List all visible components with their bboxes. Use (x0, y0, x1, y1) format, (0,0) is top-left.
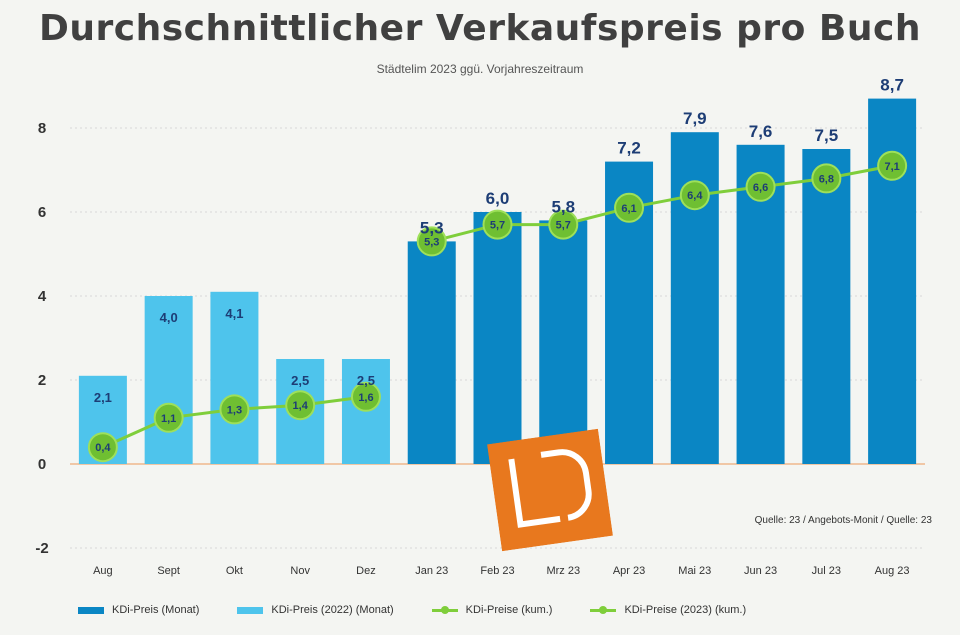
bar (473, 212, 522, 464)
bar (407, 241, 456, 464)
legend-line-swatch (590, 605, 617, 614)
x-tick-label: Jun 23 (744, 565, 777, 577)
line-point (416, 226, 447, 257)
line-point (350, 381, 381, 412)
legend-label: KDi-Preise (2023) (kum.) (624, 604, 747, 616)
legend-label: KDi-Preis (2022) (Monat) (271, 604, 394, 616)
bar-value-label: 7,6 (749, 122, 773, 141)
legend-item: KDi-Preis (2022) (Monat) (237, 604, 394, 616)
x-tick-label: Nov (290, 565, 310, 577)
bar-value-label: 6,0 (486, 189, 510, 208)
x-tick-label: Aug (93, 565, 113, 577)
point-value-label: 5,3 (424, 236, 439, 248)
line-point (87, 432, 118, 463)
bar-value-label: 2,5 (357, 373, 375, 388)
chart-legend: KDi-Preis (Monat) KDi-Preis (2022) (Monat… (78, 598, 938, 622)
line-point (811, 163, 842, 194)
bar-value-label: 2,1 (94, 390, 112, 405)
point-value-label: 1,6 (358, 392, 373, 404)
point-value-label: 5,7 (556, 220, 571, 232)
y-tick-label: 2 (38, 372, 46, 389)
point-value-label: 1,1 (161, 413, 176, 425)
x-tick-label: Feb 23 (480, 565, 514, 577)
x-tick-label: Okt (226, 565, 243, 577)
point-value-label: 7,1 (884, 161, 899, 173)
label-layer: 2,1 4,0 4,1 2,5 2,5 5,3 6,0 5,8 7,2 7,9 7,6 7,5 8,7 0… (94, 76, 904, 455)
source-note: Quelle: 23 / Angebots-Monit / Quelle: 23 (754, 515, 932, 526)
line-layer (87, 150, 908, 463)
bar-value-label: 5,8 (551, 197, 575, 216)
bar-value-label: 7,9 (683, 109, 707, 128)
point-value-label: 5,7 (490, 220, 505, 232)
point-value-label: 0,4 (95, 442, 111, 454)
point-value-label: 6,6 (753, 182, 768, 194)
bar (539, 220, 588, 464)
line-point (482, 209, 513, 240)
y-tick-label: 4 (38, 288, 47, 305)
line-point (153, 402, 184, 433)
x-tick-label: Jul 23 (812, 565, 841, 577)
line-point (679, 180, 710, 211)
x-tick-label: Dez (356, 565, 376, 577)
bar-value-label: 4,0 (160, 310, 178, 325)
y-tick-label: 8 (38, 120, 46, 137)
y-tick-label: -2 (35, 540, 48, 557)
chart-subtitle: Städtelim 2023 ggü. Vorjahreszeitraum (376, 62, 584, 76)
legend-label: KDi-Preis (Monat) (112, 604, 200, 616)
bar (144, 296, 193, 464)
bar-value-label: 7,5 (815, 126, 839, 145)
bar-value-label: 7,2 (617, 139, 641, 158)
line-point (745, 171, 776, 202)
legend-item: KDi-Preis (Monat) (78, 604, 199, 616)
x-tick-label: Sept (157, 565, 180, 577)
legend-line-swatch (431, 605, 458, 614)
bar (210, 291, 259, 464)
x-tick-label: Aug 23 (875, 565, 910, 577)
legend-item: KDi-Preise (2023) (kum.) (590, 604, 746, 616)
line-point (285, 390, 316, 421)
legend-bar-swatch (78, 606, 104, 614)
legend-label: KDi-Preise (kum.) (465, 604, 553, 616)
line-point (548, 209, 579, 240)
bar-value-label: 5,3 (420, 218, 444, 237)
y-tick-label: 0 (38, 456, 46, 473)
chart-title: Durchschnittlicher Verkaufspreis pro Buc… (39, 8, 921, 49)
point-value-label: 6,1 (621, 203, 636, 215)
bar-value-label: 2,5 (291, 373, 309, 388)
x-tick-label: Mai 23 (678, 565, 711, 577)
bar-value-label: 4,1 (225, 306, 243, 321)
point-value-label: 6,8 (819, 173, 834, 185)
bar (802, 149, 851, 464)
line-point (614, 192, 645, 223)
legend-item: KDi-Preise (kum.) (431, 604, 553, 616)
logo-letter-l (508, 458, 561, 528)
legend-bar-swatch (237, 606, 264, 614)
bar-value-label: 8,7 (880, 76, 904, 95)
x-tick-label: Mrz 23 (546, 565, 580, 577)
line-point (219, 394, 250, 425)
point-value-label: 6,4 (687, 190, 703, 202)
bar-layer (78, 98, 917, 465)
logo-letter-d (540, 449, 592, 521)
point-value-label: 1,3 (227, 404, 242, 416)
line-point (877, 150, 908, 181)
logo-background (487, 428, 613, 552)
brand-logo (487, 428, 613, 552)
x-tick-label: Apr 23 (613, 565, 645, 577)
x-tick-label: Jan 23 (415, 565, 448, 577)
y-tick-label: 6 (38, 204, 46, 221)
point-value-label: 1,4 (293, 400, 309, 412)
